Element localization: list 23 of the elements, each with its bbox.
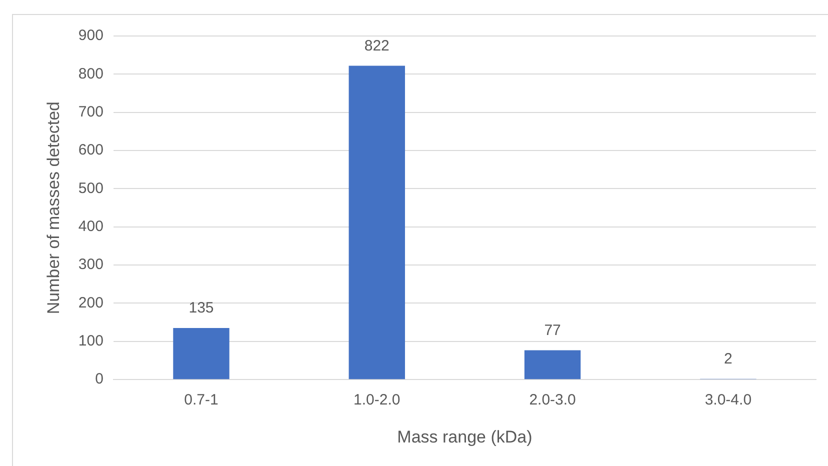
data-label: 135 [188, 300, 214, 317]
data-label: 77 [544, 322, 561, 339]
y-axis-title: Number of masses detected [44, 101, 63, 314]
bar [173, 328, 230, 380]
y-tick-label: 100 [78, 332, 104, 350]
y-tick-label: 200 [78, 294, 104, 312]
x-tick-label: 1.0-2.0 [354, 392, 400, 409]
y-tick-label: 700 [78, 103, 104, 120]
y-tick-label: 500 [78, 180, 104, 197]
y-tick-label: 600 [78, 142, 104, 159]
x-tick-label: 0.7-1 [184, 392, 218, 409]
x-tick-label: 3.0-4.0 [704, 392, 752, 409]
bar [348, 66, 405, 380]
data-label: 2 [724, 350, 732, 368]
y-tick-label: 800 [78, 65, 104, 82]
x-tick-label: 2.0-3.0 [529, 392, 576, 409]
y-tick-label: 0 [95, 370, 104, 388]
bar [524, 350, 581, 380]
data-label: 822 [364, 37, 390, 54]
y-tick-label: 900 [78, 27, 104, 44]
y-tick-label: 300 [78, 256, 104, 274]
y-tick-label: 400 [78, 218, 104, 236]
x-axis-title: Mass range (kDa) [397, 427, 532, 446]
